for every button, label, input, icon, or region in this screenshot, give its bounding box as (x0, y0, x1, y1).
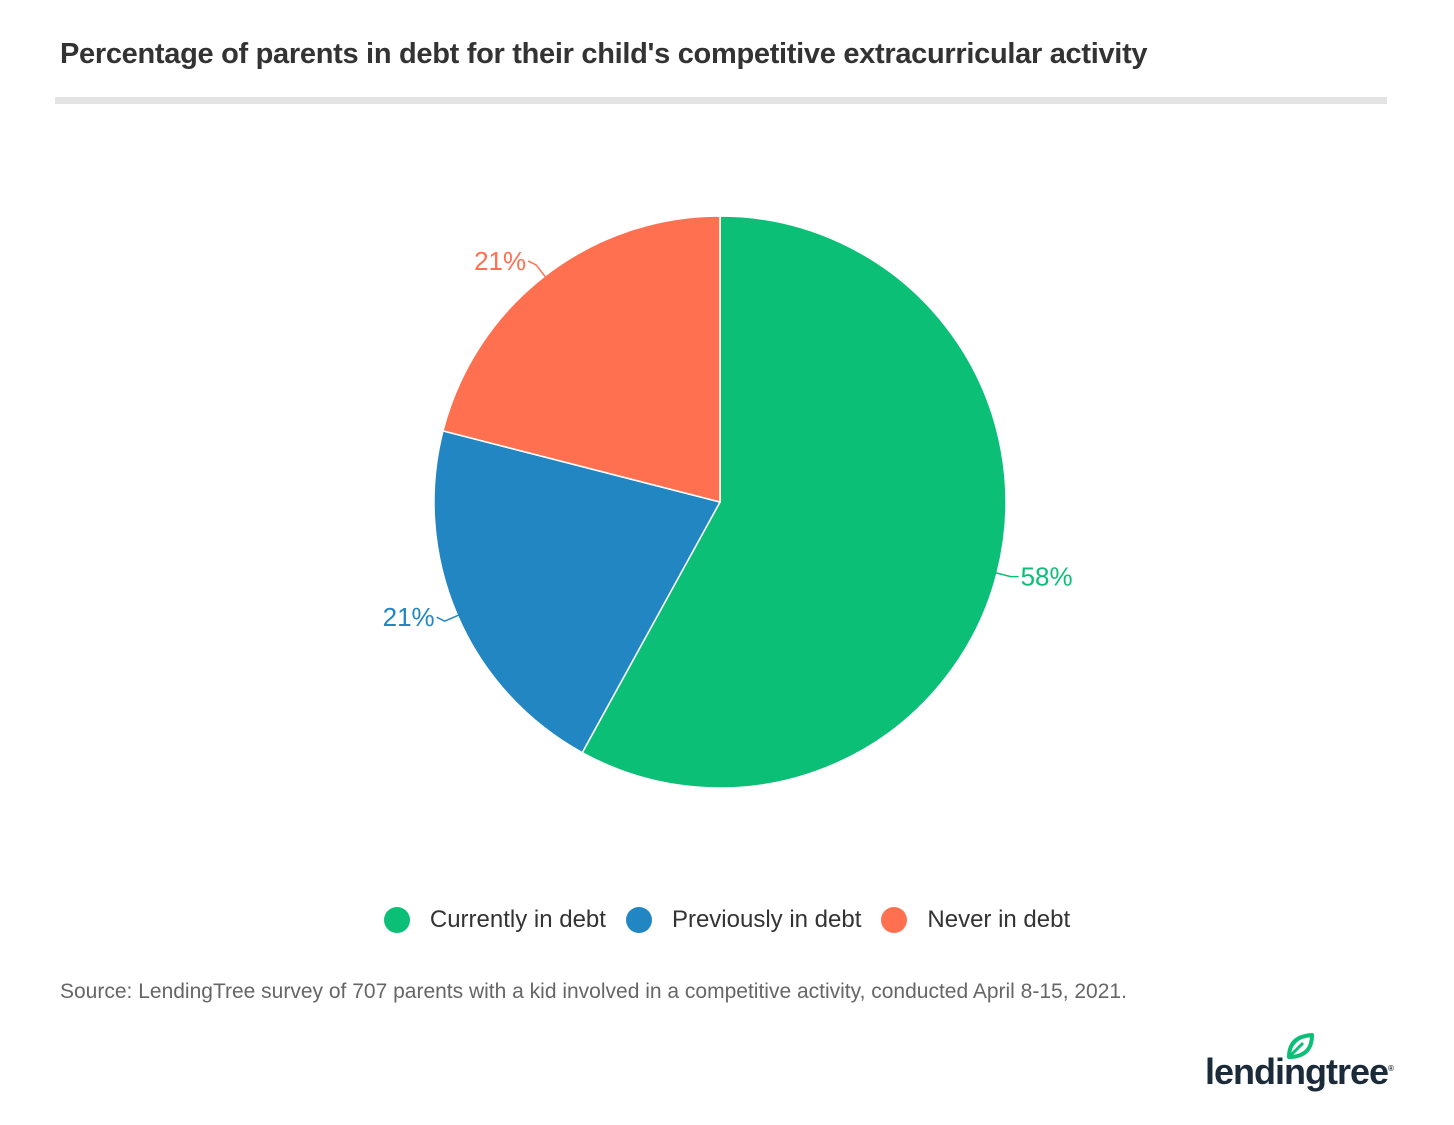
logo-wordmark: lendingtree® (1205, 1051, 1394, 1093)
source-note: Source: LendingTree survey of 707 parent… (60, 980, 1127, 1003)
pie-chart: 58% 21% 21% (383, 215, 1073, 789)
logo-text: lendingtree (1205, 1051, 1389, 1092)
lendingtree-logo[interactable]: lendingtree® (1205, 1033, 1394, 1093)
legend-item-currently-in-debt[interactable]: Currently in debt (383, 906, 606, 934)
legend-item-previously-in-debt[interactable]: Previously in debt (625, 906, 862, 934)
data-label-currently-in-debt: 58% (1021, 562, 1073, 592)
legend-label: Currently in debt (429, 906, 606, 933)
data-label-never-in-debt: 21% (474, 246, 526, 276)
legend-label: Never in debt (927, 906, 1071, 933)
title-divider (55, 97, 1387, 104)
legend: Currently in debt Previously in debt Nev… (0, 906, 1454, 934)
legend-marker-icon (625, 907, 652, 933)
data-label-previously-in-debt: 21% (383, 602, 435, 632)
legend-item-never-in-debt[interactable]: Never in debt (881, 906, 1070, 934)
leader-line-previously-in-debt (436, 614, 460, 622)
leader-line-never-in-debt (527, 260, 547, 279)
legend-marker-icon (383, 907, 410, 933)
leader-line-currently-in-debt (994, 571, 1019, 578)
chart-title: Percentage of parents in debt for their … (60, 38, 1148, 70)
registered-mark: ® (1388, 1064, 1394, 1073)
leaf-icon (1287, 1033, 1314, 1059)
legend-marker-icon (881, 907, 908, 933)
legend-label: Previously in debt (671, 906, 862, 933)
